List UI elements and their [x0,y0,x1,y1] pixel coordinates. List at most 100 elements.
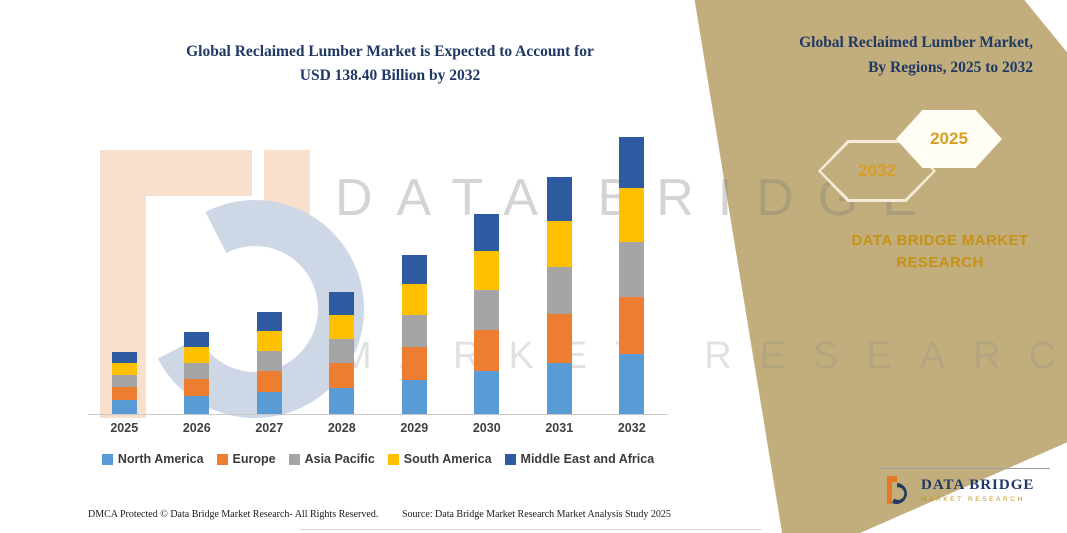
bar-segment-2028-asia-pacific [329,338,355,363]
bar-segment-2031-middle-east-and-africa [546,177,572,221]
bar-column-2028 [306,130,379,414]
bar-column-2032 [596,130,669,414]
stacked-bar-2028 [329,291,355,414]
plot-area [88,130,668,415]
stacked-bar-2029 [401,255,427,414]
company-logo: DATA BRIDGE MARKET RESEARCH [884,474,1034,506]
x-axis-label-2030: 2030 [472,421,501,435]
bar-segment-2031-south-america [546,221,572,267]
bar-segment-2025-north-america [111,400,137,414]
bar-segment-2028-north-america [329,388,355,414]
watermark-logo-orange-top [100,150,252,196]
band-title-line2: By Regions, 2025 to 2032 [868,59,1033,76]
bar-segment-2032-europe [619,297,645,354]
bar-segment-2026-asia-pacific [184,362,210,379]
bar-segment-2026-middle-east-and-africa [184,331,210,347]
bar-segment-2025-europe [111,387,137,400]
band-brand-name: DATA BRIDGE MARKET RESEARCH [842,230,1038,274]
bar-segment-2029-north-america [401,380,427,414]
x-axis-label-2025: 2025 [110,421,139,435]
bar-column-2030 [451,130,524,414]
bar-segment-2031-europe [546,314,572,363]
bar-segment-2030-asia-pacific [474,290,500,330]
bar-segment-2032-asia-pacific [619,242,645,297]
x-axis-label-2029: 2029 [400,421,429,435]
band-title: Global Reclaimed Lumber Market, By Regio… [733,30,1033,80]
legend-swatch [504,453,516,465]
bar-segment-2032-south-america [619,188,645,242]
x-axis-label-2028: 2028 [327,421,356,435]
data-bridge-logo-icon [887,476,907,504]
legend-swatch [101,453,113,465]
bar-column-2027 [233,130,306,414]
legend-item-south-america: South America [387,452,492,466]
stacked-bar-2027 [256,311,282,414]
legend-label: Asia Pacific [304,452,375,466]
stacked-bar-2026 [184,331,210,414]
bar-segment-2029-middle-east-and-africa [401,255,427,284]
chart-title-line2: USD 138.40 Billion by 2032 [299,67,481,84]
legend-swatch [216,453,228,465]
hexagon-2025: 2025 [896,110,1002,168]
bar-column-2029 [378,130,451,414]
bar-segment-2030-north-america [474,371,500,414]
legend-item-north-america: North America [101,452,204,466]
footer-divider-line [300,529,762,530]
x-axis-label-2032: 2032 [617,421,646,435]
legend-label: Middle East and Africa [520,452,655,466]
chart-title-line1: Global Reclaimed Lumber Market is Expect… [186,43,594,60]
footer-dmca-text: DMCA Protected © Data Bridge Market Rese… [88,509,379,520]
bar-segment-2029-asia-pacific [401,315,427,347]
logo-divider-line [878,468,1050,469]
bar-segment-2025-asia-pacific [111,374,137,387]
band-brand-line1: DATA BRIDGE MARKET [851,232,1029,249]
bar-segment-2029-south-america [401,284,427,315]
bar-segment-2028-europe [329,363,355,388]
bar-segment-2029-europe [401,347,427,380]
bar-segment-2030-middle-east-and-africa [474,214,500,251]
legend-item-middle-east-and-africa: Middle East and Africa [504,452,655,466]
chart-title: Global Reclaimed Lumber Market is Expect… [110,40,670,88]
bar-segment-2031-north-america [546,363,572,414]
watermark-text-line2: MARKET RESEARCH [340,335,1067,377]
bar-segment-2027-north-america [256,392,282,414]
stacked-bar-2032 [619,137,645,414]
bar-segment-2028-middle-east-and-africa [329,291,355,315]
x-axis-labels: 2025 2026 2027 2028 2029 2030 2031 2032 [88,421,668,435]
bar-column-2026 [161,130,234,414]
band-title-line1: Global Reclaimed Lumber Market, [799,34,1033,51]
bar-segment-2028-south-america [329,314,355,339]
legend-label: Europe [232,452,276,466]
footer-source-text: Source: Data Bridge Market Research Mark… [402,509,671,520]
bar-segment-2027-south-america [256,330,282,351]
bar-segment-2030-south-america [474,251,500,290]
bar-segment-2032-middle-east-and-africa [619,137,645,188]
bar-segment-2031-asia-pacific [546,267,572,314]
bar-segment-2027-asia-pacific [256,350,282,371]
bar-segment-2026-europe [184,379,210,396]
x-axis-label-2027: 2027 [255,421,284,435]
legend-item-asia-pacific: Asia Pacific [288,452,375,466]
x-axis-label-2026: 2026 [182,421,211,435]
bar-column-2025 [88,130,161,414]
bar-segment-2026-south-america [184,346,210,363]
legend-label: North America [117,452,204,466]
bar-segment-2026-north-america [184,396,210,414]
bar-segment-2030-europe [474,330,500,371]
band-brand-line2: RESEARCH [896,254,984,271]
logo-name: DATA BRIDGE [921,477,1035,493]
legend-swatch [387,453,399,465]
watermark-logo-orange-tip [264,150,310,228]
legend-item-europe: Europe [216,452,276,466]
bar-segment-2027-middle-east-and-africa [256,311,282,331]
stacked-bar-2031 [546,177,572,414]
bar-segment-2025-middle-east-and-africa [111,351,137,363]
x-axis-label-2031: 2031 [545,421,574,435]
logo-tagline: MARKET RESEARCH [921,496,1025,503]
stacked-bar-2030 [474,214,500,414]
legend: North America Europe Asia Pacific South Ame… [70,452,686,466]
logo-text-group: DATA BRIDGE MARKET RESEARCH [921,477,1034,503]
legend-label: South America [403,452,492,466]
legend-swatch [288,453,300,465]
